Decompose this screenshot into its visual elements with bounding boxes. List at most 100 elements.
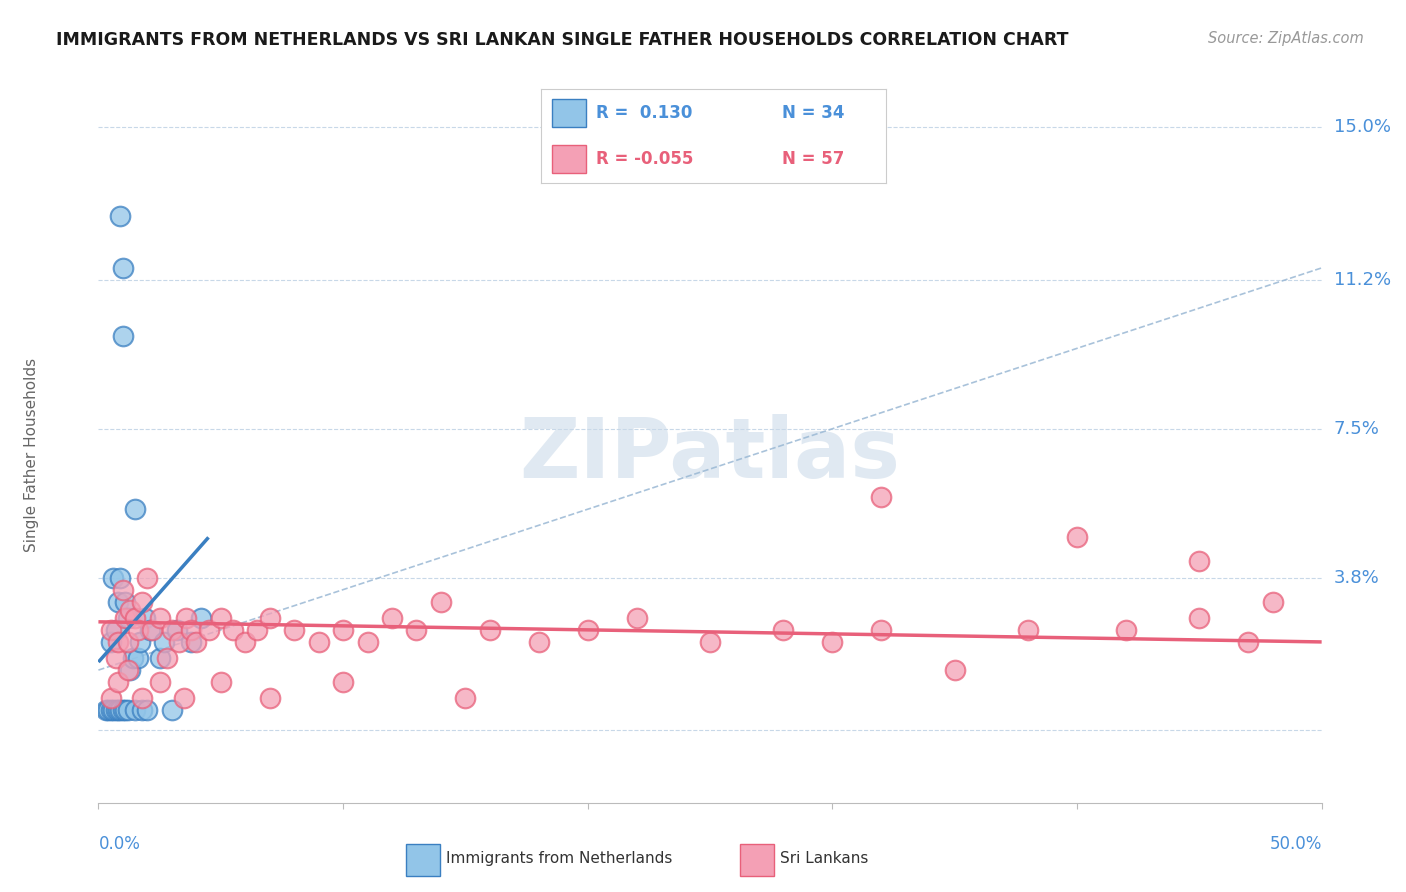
Point [107, 675, 129, 690]
Point [94, 703, 117, 717]
Point [117, 611, 139, 625]
Point [124, 611, 146, 625]
Point [107, 703, 129, 717]
Point [821, 635, 844, 649]
Text: Sri Lankans: Sri Lankans [780, 851, 869, 866]
Point [100, 635, 122, 649]
Point [127, 651, 149, 665]
Point [173, 691, 195, 706]
Point [222, 623, 245, 637]
Point [180, 623, 202, 637]
Text: 50.0%: 50.0% [1270, 835, 1322, 853]
Point [167, 635, 190, 649]
Point [1188, 554, 1211, 568]
Point [131, 595, 153, 609]
Point [160, 623, 183, 637]
Point [166, 623, 188, 637]
Bar [406, 844, 440, 876]
Point [1237, 635, 1260, 649]
Point [100, 703, 122, 717]
Point [141, 623, 163, 637]
Point [127, 623, 149, 637]
Point [870, 490, 893, 504]
Point [626, 611, 648, 625]
Point [100, 623, 122, 637]
Point [124, 703, 146, 717]
Point [405, 623, 427, 637]
Point [114, 611, 136, 625]
Point [104, 623, 127, 637]
Bar [551, 145, 586, 173]
Point [176, 611, 198, 625]
Point [233, 635, 256, 649]
Point [283, 623, 305, 637]
Point [209, 611, 232, 625]
Point [772, 623, 794, 637]
Point [110, 703, 132, 717]
Point [131, 703, 153, 717]
Point [527, 635, 550, 649]
Point [160, 703, 183, 717]
Point [117, 703, 139, 717]
Point [111, 260, 134, 275]
Point [197, 623, 219, 637]
Point [117, 663, 139, 677]
Point [134, 611, 156, 625]
Point [1115, 623, 1137, 637]
Point [186, 635, 208, 649]
Text: Source: ZipAtlas.com: Source: ZipAtlas.com [1208, 31, 1364, 46]
Bar [551, 98, 586, 127]
Point [943, 663, 966, 677]
Point [454, 691, 477, 706]
Text: Immigrants from Netherlands: Immigrants from Netherlands [446, 851, 672, 866]
Point [111, 703, 134, 717]
Bar [740, 844, 775, 876]
Point [101, 571, 124, 585]
Point [332, 675, 354, 690]
Point [100, 691, 122, 706]
Text: 7.5%: 7.5% [1334, 420, 1379, 438]
Text: 11.2%: 11.2% [1334, 271, 1391, 289]
Point [120, 603, 142, 617]
Point [1261, 595, 1284, 609]
Point [136, 571, 159, 585]
Point [117, 635, 139, 649]
Point [478, 623, 501, 637]
Point [129, 635, 152, 649]
Point [104, 703, 127, 717]
Point [111, 582, 134, 597]
Point [1066, 530, 1088, 544]
Text: 0.0%: 0.0% [98, 835, 141, 853]
Point [870, 623, 893, 637]
Point [308, 635, 330, 649]
Point [120, 663, 142, 677]
Point [101, 703, 124, 717]
Point [153, 635, 176, 649]
Point [149, 675, 172, 690]
Point [180, 635, 202, 649]
Text: R =  0.130: R = 0.130 [596, 103, 693, 121]
Point [107, 635, 129, 649]
Point [124, 502, 146, 516]
Point [209, 675, 232, 690]
Point [111, 329, 134, 343]
Point [356, 635, 378, 649]
Point [139, 623, 162, 637]
Point [699, 635, 721, 649]
Text: Single Father Households: Single Father Households [24, 358, 38, 552]
Text: R = -0.055: R = -0.055 [596, 151, 693, 169]
Point [576, 623, 599, 637]
Point [156, 651, 179, 665]
Point [97, 703, 120, 717]
Text: ZIPatlas: ZIPatlas [520, 415, 900, 495]
Point [259, 611, 281, 625]
Text: 15.0%: 15.0% [1334, 118, 1391, 136]
Text: N = 57: N = 57 [782, 151, 845, 169]
Point [114, 703, 136, 717]
Point [136, 703, 159, 717]
Point [107, 595, 129, 609]
Point [149, 651, 172, 665]
Point [114, 595, 136, 609]
Point [1188, 611, 1211, 625]
Point [1017, 623, 1039, 637]
